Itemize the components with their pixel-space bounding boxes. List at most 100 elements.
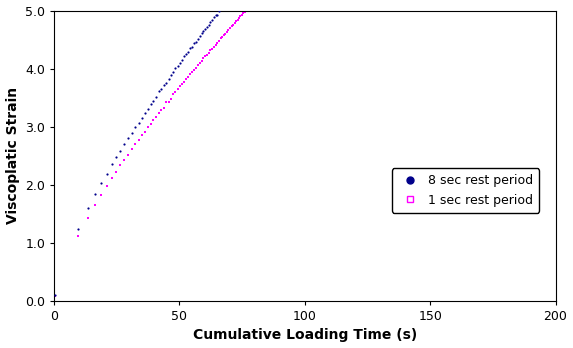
Point — [242, 8, 251, 13]
Point — [116, 148, 125, 153]
Point — [151, 94, 160, 100]
Point — [154, 111, 163, 116]
Point — [107, 161, 116, 167]
Point — [186, 71, 195, 77]
Point — [234, 15, 244, 21]
Point — [202, 52, 211, 58]
Point — [162, 80, 171, 85]
Point — [127, 146, 136, 151]
Point — [209, 45, 218, 50]
Point — [156, 107, 166, 113]
Point — [154, 88, 163, 94]
Point — [97, 181, 106, 186]
Point — [140, 110, 150, 116]
Point — [91, 191, 100, 196]
Point — [73, 226, 83, 231]
Point — [206, 47, 215, 53]
Point — [221, 31, 230, 36]
Point — [197, 30, 206, 36]
Point — [131, 141, 140, 147]
Point — [237, 13, 246, 18]
Point — [249, 0, 258, 5]
Point — [183, 49, 193, 55]
Point — [112, 169, 121, 175]
Point — [221, 0, 230, 5]
Point — [50, 293, 60, 299]
Point — [112, 154, 121, 160]
Point — [199, 56, 208, 61]
Point — [102, 184, 111, 189]
Point — [179, 80, 189, 85]
Point — [209, 14, 218, 19]
Point — [175, 60, 185, 65]
Point — [204, 23, 213, 28]
Point — [187, 69, 197, 75]
Point — [247, 1, 256, 6]
Point — [159, 105, 168, 110]
Point — [168, 92, 178, 97]
Point — [236, 14, 245, 19]
Point — [218, 34, 227, 39]
Point — [204, 50, 213, 56]
Point — [50, 292, 60, 297]
Point — [149, 98, 158, 103]
Point — [222, 0, 231, 3]
Point — [239, 11, 248, 16]
Point — [225, 26, 234, 31]
Point — [250, 0, 259, 3]
Point — [178, 57, 187, 63]
Point — [216, 35, 225, 41]
Point — [199, 28, 208, 34]
Y-axis label: Viscoplatic Strain: Viscoplatic Strain — [6, 87, 19, 224]
Point — [207, 47, 217, 52]
Point — [146, 101, 155, 106]
Point — [213, 40, 222, 46]
Point — [107, 175, 116, 181]
Point — [134, 137, 143, 142]
Point — [146, 121, 155, 127]
Point — [173, 86, 182, 92]
Point — [211, 13, 220, 18]
Point — [83, 206, 92, 211]
Point — [91, 202, 100, 208]
Point — [201, 54, 210, 59]
Point — [230, 20, 239, 26]
Point — [197, 58, 206, 64]
Point — [166, 72, 175, 78]
Point — [124, 152, 133, 158]
Point — [134, 120, 143, 126]
Point — [159, 82, 168, 88]
Point — [131, 124, 140, 129]
Point — [140, 129, 150, 135]
Point — [193, 37, 202, 42]
Point — [182, 51, 191, 57]
Point — [216, 7, 225, 12]
Point — [243, 7, 252, 12]
Point — [231, 18, 241, 23]
Point — [164, 99, 173, 104]
Point — [83, 215, 92, 220]
Point — [233, 17, 242, 23]
Point — [120, 157, 129, 163]
Point — [218, 5, 227, 10]
Point — [213, 12, 222, 17]
Point — [207, 17, 217, 23]
Point — [162, 100, 171, 105]
Point — [171, 89, 180, 95]
Point — [206, 20, 215, 25]
Point — [143, 106, 152, 112]
Point — [149, 117, 158, 123]
Point — [137, 116, 146, 121]
Point — [151, 114, 160, 120]
Point — [173, 63, 182, 69]
Point — [171, 65, 180, 71]
Point — [214, 8, 223, 14]
Legend: 8 sec rest period, 1 sec rest period: 8 sec rest period, 1 sec rest period — [391, 168, 539, 213]
Point — [244, 5, 253, 10]
Point — [193, 62, 202, 68]
Point — [253, 0, 262, 1]
Point — [168, 70, 178, 75]
Point — [224, 0, 233, 2]
Point — [175, 84, 185, 89]
Point — [143, 125, 152, 130]
